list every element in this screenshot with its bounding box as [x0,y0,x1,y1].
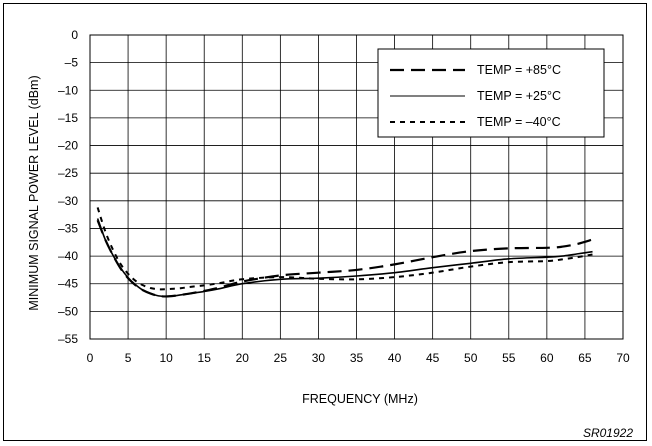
series-line-minus40c [96,207,593,291]
y-tick-label: –25 [58,166,78,180]
series-group [96,207,593,298]
y-tick-label: –15 [58,111,78,125]
x-axis-title: FREQUENCY (MHz) [302,392,418,406]
y-tick-label: –40 [58,249,78,263]
y-tick-label: –30 [58,194,78,208]
x-tick-label: 35 [350,351,364,365]
legend-label-minus40c: TEMP = –40°C [477,115,561,129]
plot-area-border [89,34,624,340]
y-tick-label: 0 [71,28,78,42]
legend-label-25c: TEMP = +25°C [477,89,561,103]
x-tick-label: 25 [274,351,288,365]
x-tick-label: 70 [616,351,630,365]
x-tick-label: 65 [578,351,592,365]
x-tick-label: 55 [502,351,516,365]
x-tick-label: 60 [540,351,554,365]
x-tick-label: 30 [312,351,326,365]
x-tick-label: 0 [87,351,94,365]
y-axis-title: MINIMUM SIGNAL POWER LEVEL (dBm) [27,75,41,310]
x-tick-label: 45 [426,351,440,365]
legend-label-85c: TEMP = +85°C [477,63,561,77]
y-tick-label: –10 [58,83,78,97]
x-tick-label: 50 [464,351,478,365]
y-tick-label: –50 [58,304,78,318]
y-tick-labels: 0 –5 –10 –15 –20 –25 –30 –35 –40 –45 –50 –55 [58,28,78,346]
x-tick-label: 10 [159,351,173,365]
y-tick-label: –20 [58,139,78,153]
y-tick-label: –5 [65,56,79,70]
x-tick-label: 5 [125,351,132,365]
x-tick-label: 15 [198,351,212,365]
y-tick-label: –45 [58,277,78,291]
y-tick-label: –35 [58,221,78,235]
legend: TEMP = +85°C TEMP = +25°C TEMP = –40°C [377,48,605,138]
x-tick-label: 40 [388,351,402,365]
series-line-25c [96,218,593,298]
y-tick-label: –55 [58,332,78,346]
legend-box [377,48,605,138]
x-tick-label: 20 [236,351,250,365]
reference-code: SR01922 [583,426,633,440]
x-tick-labels: 0 5 10 15 20 25 30 35 40 45 50 55 60 65 70 [87,351,630,365]
